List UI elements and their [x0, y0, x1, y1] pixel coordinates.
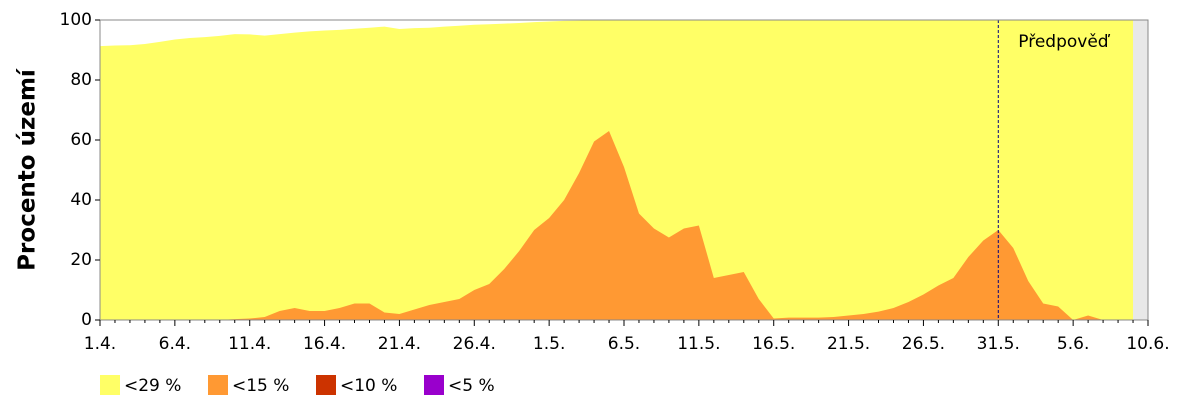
forecast-label: Předpověď: [1018, 32, 1111, 52]
x-tick-label: 11.5.: [677, 334, 720, 354]
x-tick-label: 6.5.: [608, 334, 640, 354]
area: [100, 131, 1134, 320]
y-tick-label: 80: [70, 70, 92, 90]
x-tick-label: 1.4.: [84, 334, 116, 354]
y-tick-label: 60: [70, 130, 92, 150]
y-tick-label: 100: [60, 10, 92, 30]
x-tick-label: 26.5.: [902, 334, 945, 354]
legend-label: <29 %: [124, 376, 181, 396]
x-tick-label: 16.5.: [752, 334, 795, 354]
x-tick-label: 11.4.: [228, 334, 271, 354]
legend-label: <5 %: [448, 376, 495, 396]
legend-swatch: [424, 375, 444, 395]
x-tick-label: 21.4.: [378, 334, 421, 354]
x-tick-label: 16.4.: [303, 334, 346, 354]
legend-swatch: [316, 375, 336, 395]
x-tick-label: 1.5.: [533, 334, 565, 354]
y-tick-label: 20: [70, 250, 92, 270]
legend-swatch: [208, 375, 228, 395]
x-tick-label: 5.6.: [1057, 334, 1089, 354]
y-tick-label: 0: [81, 310, 92, 330]
legend-swatch: [100, 375, 120, 395]
legend-label: <10 %: [340, 376, 397, 396]
x-tick-label: 31.5.: [977, 334, 1020, 354]
y-axis-label: Procento území: [15, 68, 41, 271]
x-tick-label: 21.5.: [827, 334, 870, 354]
x-tick-label: 10.6.: [1126, 334, 1169, 354]
x-tick-label: 26.4.: [453, 334, 496, 354]
y-tick-label: 40: [70, 190, 92, 210]
no-data-band: [1133, 20, 1148, 320]
x-tick-label: 6.4.: [159, 334, 191, 354]
legend-label: <15 %: [232, 376, 289, 396]
